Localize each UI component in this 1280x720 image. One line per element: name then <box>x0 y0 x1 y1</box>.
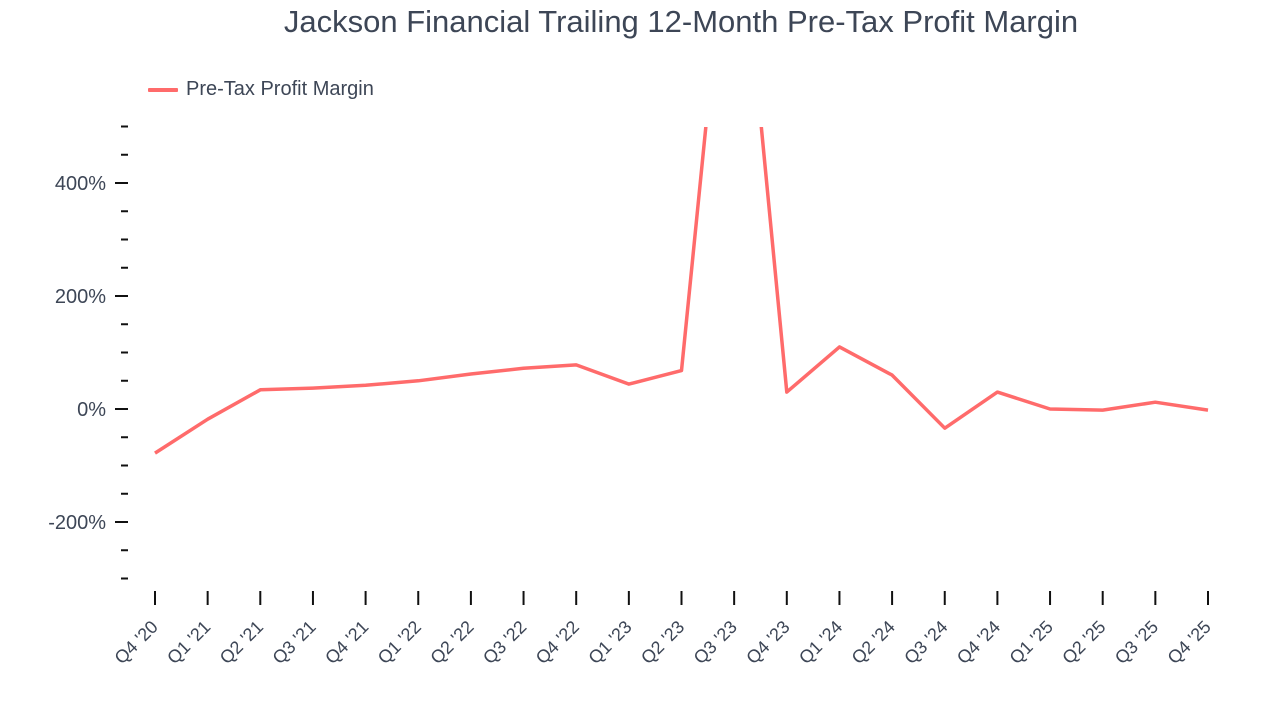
x-tick-label: Q4 '22 <box>532 617 583 668</box>
x-tick-label: Q4 '23 <box>742 617 793 668</box>
x-tick-label: Q3 '24 <box>900 617 951 668</box>
x-tick-label: Q2 '22 <box>426 617 477 668</box>
x-tick-label: Q4 '21 <box>321 617 372 668</box>
x-tick-label: Q3 '25 <box>1111 617 1162 668</box>
x-tick-label: Q3 '21 <box>269 617 320 668</box>
x-tick-label: Q2 '23 <box>637 617 688 668</box>
y-tick-label: -200% <box>48 512 106 534</box>
x-tick-label: Q2 '24 <box>848 617 899 668</box>
legend: Pre-Tax Profit Margin <box>148 78 374 101</box>
x-tick-label: Q1 '23 <box>584 617 635 668</box>
legend-line-icon <box>148 87 178 92</box>
chart-title: Jackson Financial Trailing 12-Month Pre-… <box>283 4 1079 39</box>
x-tick-label: Q1 '24 <box>795 617 846 668</box>
x-tick-label: Q3 '23 <box>690 617 741 668</box>
x-tick-label: Q1 '22 <box>374 617 425 668</box>
x-tick-label: Q3 '22 <box>479 617 530 668</box>
y-tick-label: 0% <box>77 399 106 421</box>
x-tick-label: Q4 '24 <box>953 617 1004 668</box>
x-tick-label: Q4 '25 <box>1164 617 1215 668</box>
x-tick-label: Q2 '21 <box>216 617 267 668</box>
x-tick-label: Q4 '20 <box>111 617 162 668</box>
x-tick-label: Q1 '21 <box>163 617 214 668</box>
x-tick-label: Q2 '25 <box>1058 617 1109 668</box>
legend-label: Pre-Tax Profit Margin <box>186 78 374 100</box>
series-line-pre-tax-profit-margin <box>154 127 1209 455</box>
x-tick-label: Q1 '25 <box>1006 617 1057 668</box>
y-tick-label: 200% <box>55 286 106 308</box>
y-tick-label: 400% <box>55 173 106 195</box>
